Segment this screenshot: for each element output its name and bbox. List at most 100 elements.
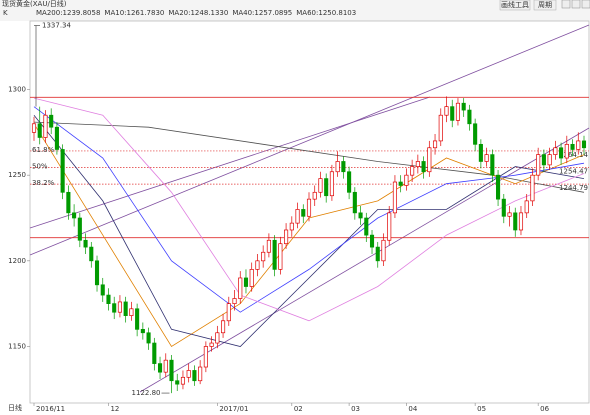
legend-entry: MA40:1257.0895 — [232, 9, 292, 17]
candle-body — [306, 198, 312, 217]
candle-body — [198, 366, 203, 382]
window-icon[interactable] — [561, 0, 571, 9]
fib-price-label: 1244.79 — [559, 184, 588, 192]
legend-entry: MA10:1261.7830 — [104, 9, 164, 17]
candle-body — [553, 147, 558, 155]
candle-body — [203, 346, 208, 368]
candle-body — [186, 370, 191, 378]
candle-body — [564, 143, 569, 159]
candle-body — [507, 212, 512, 217]
fib-price-label: 1254.47 — [559, 168, 588, 176]
y-tick-label: 1250 — [8, 171, 26, 179]
candle-body — [72, 212, 77, 219]
period-label: 日线 — [8, 403, 22, 412]
candle-body — [473, 123, 478, 145]
candle-body — [369, 234, 375, 248]
candle-body — [364, 217, 369, 236]
candle-body — [83, 239, 88, 248]
candle-body — [129, 308, 134, 316]
legend-entry: MA60:1250.8103 — [296, 9, 356, 17]
candle-body — [238, 277, 243, 299]
candle-body — [444, 106, 449, 116]
candle-body — [284, 229, 289, 245]
tool-button[interactable] — [499, 0, 531, 11]
candle-body — [461, 102, 466, 111]
fib-price-label: 1264.14 — [559, 151, 588, 159]
x-tick-label: 2016/11 — [36, 405, 65, 413]
candle-body — [410, 166, 415, 176]
annotation-label: 1122.80 — [132, 389, 161, 397]
period-button[interactable] — [533, 0, 557, 11]
fib-percent-label: 61.8% — [32, 146, 55, 154]
candle-body — [427, 147, 432, 173]
candle-body — [484, 154, 489, 162]
candle-body — [135, 308, 140, 330]
x-tick-label: 12 — [110, 405, 119, 413]
candle-body — [289, 222, 294, 231]
candle-body — [421, 161, 426, 173]
candle-body — [175, 380, 180, 385]
candle-body — [524, 200, 529, 214]
candle-body — [60, 149, 65, 193]
candle-body — [432, 140, 438, 149]
candle-body — [94, 260, 100, 286]
candle-body — [192, 370, 197, 382]
candle-body — [559, 147, 564, 159]
candle-body — [54, 126, 59, 150]
candle-body — [152, 342, 157, 364]
trend-line — [139, 127, 590, 393]
candle-body — [278, 243, 283, 270]
candle-body — [301, 209, 306, 217]
window-icon[interactable] — [571, 0, 581, 9]
period-button-label[interactable]: 周期 — [538, 1, 552, 9]
candle-body — [106, 294, 111, 304]
candle-body — [352, 191, 357, 214]
candle-body — [547, 154, 552, 166]
candle-body — [347, 171, 352, 193]
candle-body — [358, 212, 363, 219]
candle-body — [490, 154, 495, 176]
candle-body — [43, 114, 48, 138]
x-tick-label: 05 — [477, 405, 486, 413]
x-tick-label: 04 — [408, 405, 417, 413]
candle-body — [37, 123, 42, 138]
candle-body — [266, 239, 271, 253]
candle-body — [215, 332, 220, 344]
x-tick-label: 02 — [294, 405, 303, 413]
header-bar — [0, 0, 590, 21]
candle-body — [31, 123, 37, 133]
trend-line — [29, 96, 431, 229]
candle-body — [581, 140, 587, 149]
fib-percent-label: 38.2% — [32, 179, 55, 187]
candle-body — [392, 181, 397, 214]
candle-body — [536, 154, 541, 176]
candle-body — [243, 277, 249, 287]
candle-body — [518, 212, 524, 231]
window-icon[interactable] — [581, 0, 590, 9]
candle-body — [312, 191, 317, 200]
candle-body — [381, 239, 386, 262]
candle-body — [295, 209, 300, 224]
candle-body — [501, 198, 506, 217]
candle-body — [467, 109, 472, 125]
candle-body — [169, 359, 174, 382]
candle-body — [66, 191, 71, 214]
candle-body — [123, 301, 128, 316]
candle-body — [415, 161, 420, 167]
candle-body — [89, 246, 94, 262]
candle-body — [541, 154, 546, 166]
candle-body — [404, 174, 409, 186]
candle-body — [157, 363, 163, 373]
ma-line — [33, 97, 585, 322]
collapse-icon[interactable]: K — [3, 9, 8, 17]
tool-button-label[interactable]: 画线工具 — [501, 0, 529, 9]
candle-body — [77, 217, 82, 241]
candle-body — [478, 143, 483, 162]
candle-body — [226, 303, 231, 322]
candle-body — [324, 178, 329, 197]
candle-body — [387, 212, 392, 241]
x-tick-label: 06 — [540, 405, 549, 413]
trend-line — [29, 24, 590, 256]
candle-body — [146, 332, 151, 344]
